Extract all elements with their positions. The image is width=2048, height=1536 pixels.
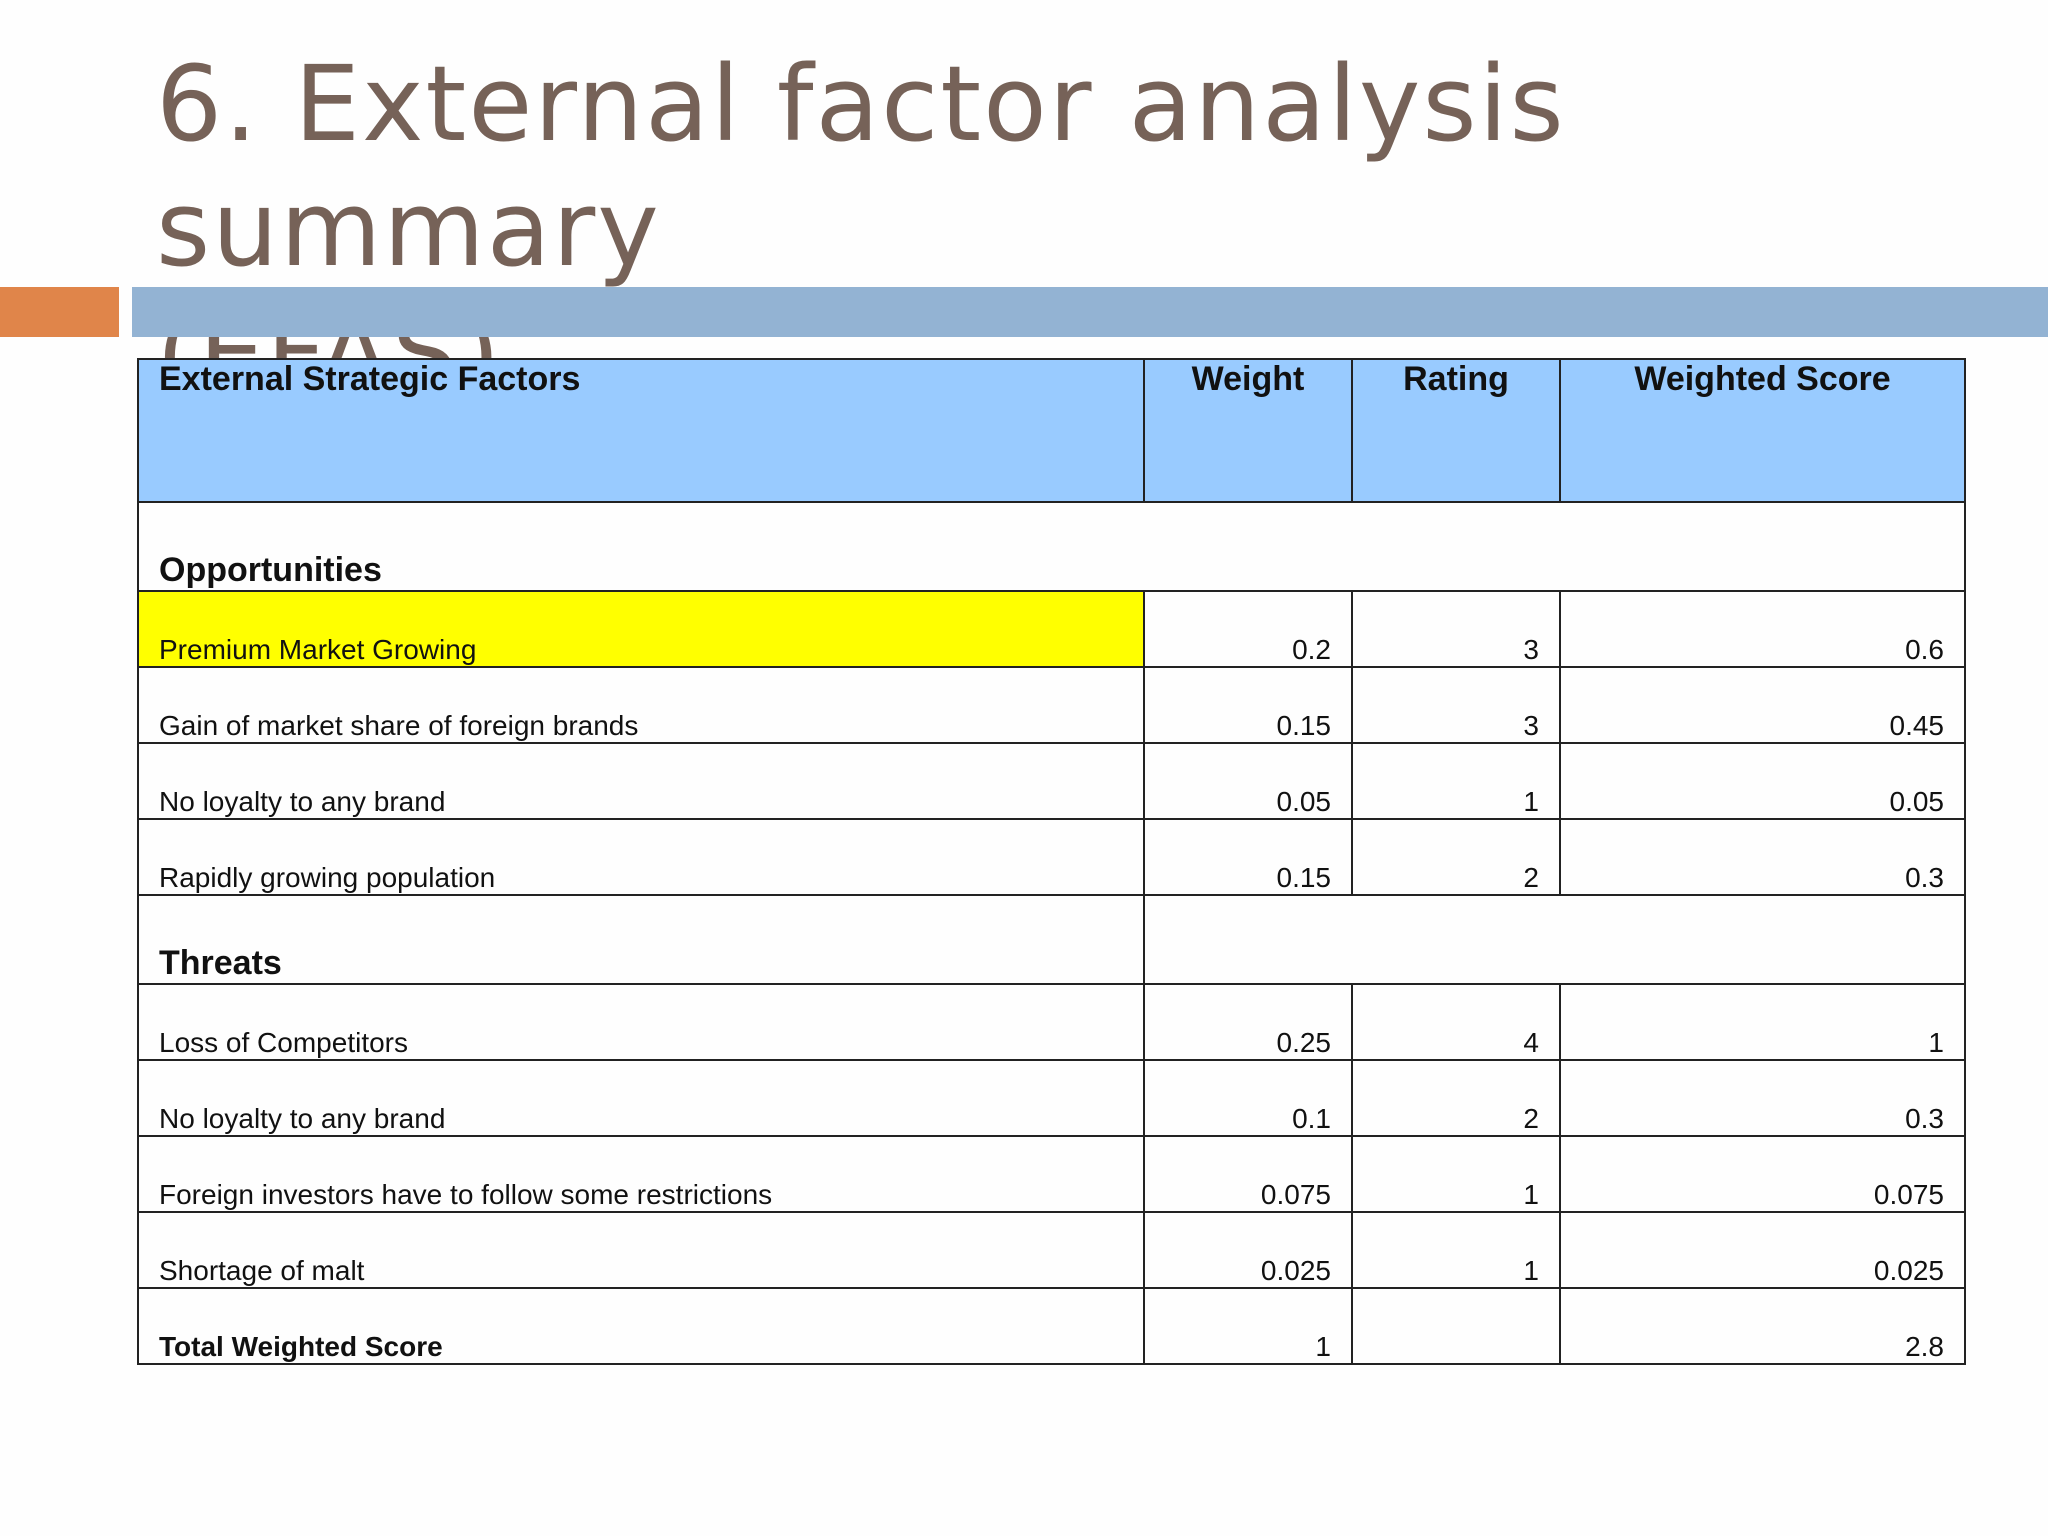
score-cell: 0.3 <box>1559 818 1966 896</box>
total-row: Total Weighted Score 1 2.8 <box>137 1287 1966 1365</box>
title-line-1: 6. External factor analysis summary <box>156 43 1566 290</box>
weight-cell: 0.15 <box>1143 818 1353 896</box>
table-row: Foreign investors have to follow some re… <box>137 1135 1966 1213</box>
header-rating: Rating <box>1351 358 1561 503</box>
score-cell: 0.05 <box>1559 742 1966 820</box>
section-label-opportunities: Opportunities <box>137 501 1966 592</box>
table-row: No loyalty to any brand 0.05 1 0.05 <box>137 742 1966 820</box>
rating-cell: 2 <box>1351 818 1561 896</box>
table-row: Premium Market Growing 0.2 3 0.6 <box>137 590 1966 668</box>
table-row: Gain of market share of foreign brands 0… <box>137 666 1966 744</box>
efas-table: External Strategic Factors Weight Rating… <box>137 358 1966 1365</box>
table-row: Rapidly growing population 0.15 2 0.3 <box>137 818 1966 896</box>
table-row: Loss of Competitors 0.25 4 1 <box>137 983 1966 1061</box>
weight-cell: 0.2 <box>1143 590 1353 668</box>
total-score: 2.8 <box>1559 1287 1966 1365</box>
factor-cell: Foreign investors have to follow some re… <box>137 1135 1145 1213</box>
table-row: Shortage of malt 0.025 1 0.025 <box>137 1211 1966 1289</box>
rating-cell: 2 <box>1351 1059 1561 1137</box>
section-row-threats: Threats <box>137 894 1966 985</box>
rating-cell: 3 <box>1351 590 1561 668</box>
section-label-threats: Threats <box>137 894 1145 985</box>
weight-cell: 0.075 <box>1143 1135 1353 1213</box>
factor-cell: No loyalty to any brand <box>137 1059 1145 1137</box>
score-cell: 0.3 <box>1559 1059 1966 1137</box>
weight-cell: 0.15 <box>1143 666 1353 744</box>
accent-bar-orange <box>0 287 119 337</box>
factor-cell: Rapidly growing population <box>137 818 1145 896</box>
factor-cell: Gain of market share of foreign brands <box>137 666 1145 744</box>
table-header-row: External Strategic Factors Weight Rating… <box>137 358 1966 503</box>
rating-cell: 1 <box>1351 1135 1561 1213</box>
total-label: Total Weighted Score <box>137 1287 1145 1365</box>
header-factors: External Strategic Factors <box>137 358 1145 503</box>
rating-cell: 3 <box>1351 666 1561 744</box>
section-row-opportunities: Opportunities <box>137 501 1966 592</box>
score-cell: 0.45 <box>1559 666 1966 744</box>
score-cell: 0.025 <box>1559 1211 1966 1289</box>
header-weight: Weight <box>1143 358 1353 503</box>
header-weighted-score: Weighted Score <box>1559 358 1966 503</box>
rating-cell: 1 <box>1351 742 1561 820</box>
total-rating <box>1351 1287 1561 1365</box>
factor-cell: Shortage of malt <box>137 1211 1145 1289</box>
score-cell: 0.075 <box>1559 1135 1966 1213</box>
table-row: No loyalty to any brand 0.1 2 0.3 <box>137 1059 1966 1137</box>
slide-title: 6. External factor analysis summary (EFA… <box>156 42 1956 417</box>
weight-cell: 0.25 <box>1143 983 1353 1061</box>
total-weight: 1 <box>1143 1287 1353 1365</box>
accent-bar-blue <box>132 287 2048 337</box>
weight-cell: 0.1 <box>1143 1059 1353 1137</box>
section-empty-cell <box>1143 894 1966 985</box>
factor-cell: Loss of Competitors <box>137 983 1145 1061</box>
rating-cell: 4 <box>1351 983 1561 1061</box>
score-cell: 1 <box>1559 983 1966 1061</box>
weight-cell: 0.025 <box>1143 1211 1353 1289</box>
factor-cell: No loyalty to any brand <box>137 742 1145 820</box>
score-cell: 0.6 <box>1559 590 1966 668</box>
rating-cell: 1 <box>1351 1211 1561 1289</box>
factor-cell: Premium Market Growing <box>137 590 1145 668</box>
weight-cell: 0.05 <box>1143 742 1353 820</box>
